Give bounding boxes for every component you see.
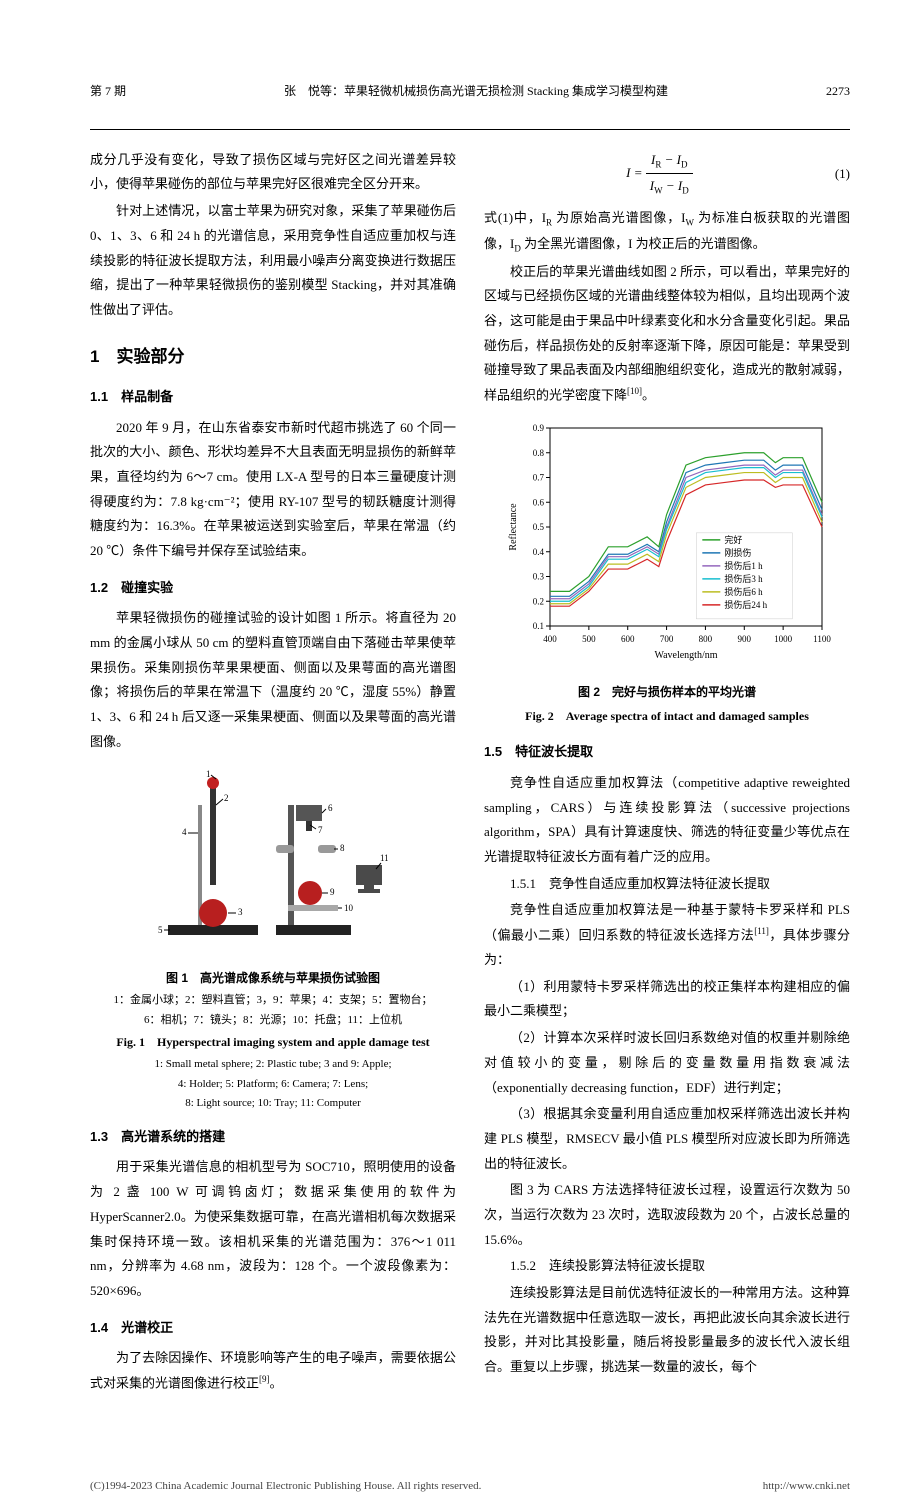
svg-text:0.4: 0.4 bbox=[533, 547, 545, 557]
figure-1: 1 2 3 4 5 6 7 8 9 10 11 图 1 高光谱成像系统与苹果损伤… bbox=[90, 765, 456, 1113]
subsubsection-heading: 1.5.2 连续投影算法特征波长提取 bbox=[484, 1254, 850, 1279]
svg-text:1000: 1000 bbox=[774, 634, 793, 644]
svg-text:9: 9 bbox=[330, 887, 335, 897]
page-footer: (C)1994-2023 China Academic Journal Elec… bbox=[0, 1476, 920, 1497]
para: 成分几乎没有变化，导致了损伤区域与完好区之间光谱差异较小，使得苹果碰伤的部位与苹… bbox=[90, 148, 456, 197]
footer-url: http://www.cnki.net bbox=[763, 1476, 850, 1497]
svg-text:损伤后6 h: 损伤后6 h bbox=[724, 586, 763, 597]
svg-text:7: 7 bbox=[318, 825, 323, 835]
section-heading: 1 实验部分 bbox=[90, 341, 456, 373]
subsection-heading: 1.4 光谱校正 bbox=[90, 1316, 456, 1341]
para: 图 3 为 CARS 方法选择特征波长过程，设置运行次数为 50 次，当运行次数… bbox=[484, 1178, 850, 1252]
svg-text:10: 10 bbox=[344, 903, 354, 913]
svg-text:0.7: 0.7 bbox=[533, 473, 545, 483]
para: 用于采集光谱信息的相机型号为 SOC710，照明使用的设备为 2 盏 100 W… bbox=[90, 1155, 456, 1303]
citation: [10] bbox=[627, 386, 642, 396]
svg-text:0.1: 0.1 bbox=[533, 621, 544, 631]
svg-text:刚损伤: 刚损伤 bbox=[724, 547, 751, 558]
svg-text:0.8: 0.8 bbox=[533, 448, 545, 458]
citation: [9] bbox=[259, 1374, 270, 1384]
svg-text:Wavelength/nm: Wavelength/nm bbox=[654, 650, 717, 661]
figure-2-chart: 0.1 0.2 0.3 0.4 0.5 0.6 0.7 0.8 0.9 400 500 600 700 8… bbox=[502, 418, 832, 668]
para: 为了去除因操作、环境影响等产生的电子噪声，需要依据公式对采集的光谱图像进行校正[… bbox=[90, 1346, 456, 1396]
svg-text:0.9: 0.9 bbox=[533, 423, 545, 433]
svg-text:2: 2 bbox=[224, 793, 229, 803]
svg-text:0.3: 0.3 bbox=[533, 572, 545, 582]
list-item: （3）根据其余变量利用自适应重加权采样筛选出波长并构建 PLS 模型，RMSEC… bbox=[484, 1102, 850, 1176]
list-item: （2）计算本次采样时波长回归系数绝对值的权重并剔除绝对值较小的变量，剔除后的变量… bbox=[484, 1026, 850, 1100]
para: 竞争性自适应重加权算法（competitive adaptive reweigh… bbox=[484, 771, 850, 870]
svg-text:1100: 1100 bbox=[813, 634, 831, 644]
svg-text:完好: 完好 bbox=[724, 534, 742, 545]
subsection-heading: 1.1 样品制备 bbox=[90, 385, 456, 410]
para: 竞争性自适应重加权算法是一种基于蒙特卡罗采样和 PLS（偏最小二乘）回归系数的特… bbox=[484, 898, 850, 972]
subsection-heading: 1.3 高光谱系统的搭建 bbox=[90, 1125, 456, 1150]
running-title: 张 悦等：苹果轻微机械损伤高光谱无损检测 Stacking 集成学习模型构建 bbox=[284, 80, 668, 103]
svg-text:1: 1 bbox=[206, 769, 211, 779]
citation: [11] bbox=[754, 926, 769, 936]
page-header: 第 7 期 张 悦等：苹果轻微机械损伤高光谱无损检测 Stacking 集成学习… bbox=[90, 80, 850, 111]
figure-1-labels-en: 4: Holder; 5: Platform; 6: Camera; 7: Le… bbox=[90, 1076, 456, 1094]
svg-text:4: 4 bbox=[182, 827, 187, 837]
svg-text:6: 6 bbox=[328, 803, 333, 813]
para: 校正后的苹果光谱曲线如图 2 所示，可以看出，苹果完好的区域与已经损伤区域的光谱… bbox=[484, 260, 850, 408]
svg-text:5: 5 bbox=[158, 925, 163, 935]
equation-1: I = IR − ID IW − ID (1) bbox=[484, 148, 850, 200]
footer-copyright: (C)1994-2023 China Academic Journal Elec… bbox=[90, 1476, 481, 1497]
subsection-heading: 1.5 特征波长提取 bbox=[484, 740, 850, 765]
figure-1-labels-en: 1: Small metal sphere; 2: Plastic tube; … bbox=[90, 1056, 456, 1074]
svg-text:损伤后24 h: 损伤后24 h bbox=[724, 599, 767, 610]
figure-1-caption-en: Fig. 1 Hyperspectral imaging system and … bbox=[90, 1031, 456, 1054]
svg-text:损伤后3 h: 损伤后3 h bbox=[724, 573, 763, 584]
svg-text:600: 600 bbox=[621, 634, 635, 644]
para: 连续投影算法是目前优选特征波长的一种常用方法。这种算法先在光谱数据中任意选取一波… bbox=[484, 1281, 850, 1380]
figure-1-svg: 1 2 3 4 5 6 7 8 9 10 11 bbox=[158, 765, 388, 955]
body-columns: 成分几乎没有变化，导致了损伤区域与完好区之间光谱差异较小，使得苹果碰伤的部位与苹… bbox=[90, 148, 850, 1396]
page-number: 2273 bbox=[826, 80, 850, 103]
subsubsection-heading: 1.5.1 竞争性自适应重加权算法特征波长提取 bbox=[484, 872, 850, 897]
figure-2-caption-cn: 图 2 完好与损伤样本的平均光谱 bbox=[484, 681, 850, 704]
svg-text:0.5: 0.5 bbox=[533, 522, 545, 532]
svg-text:900: 900 bbox=[738, 634, 752, 644]
svg-text:700: 700 bbox=[660, 634, 674, 644]
issue-number: 第 7 期 bbox=[90, 80, 126, 103]
figure-1-caption-cn: 图 1 高光谱成像系统与苹果损伤试验图 bbox=[90, 967, 456, 990]
subsection-heading: 1.2 碰撞实验 bbox=[90, 576, 456, 601]
svg-text:0.2: 0.2 bbox=[533, 596, 544, 606]
list-item: （1）利用蒙特卡罗采样筛选出的校正集样本构建相应的偏最小二乘模型； bbox=[484, 975, 850, 1024]
figure-1-labels-cn: 1：金属小球；2：塑料直管；3，9：苹果；4：支架；5：置物台； bbox=[90, 992, 456, 1010]
svg-text:500: 500 bbox=[582, 634, 596, 644]
svg-text:11: 11 bbox=[380, 853, 388, 863]
para: 针对上述情况，以富士苹果为研究对象，采集了苹果碰伤后 0、1、3、6 和 24 … bbox=[90, 199, 456, 322]
figure-1-labels-en: 8: Light source; 10: Tray; 11: Computer bbox=[90, 1095, 456, 1113]
figure-2: 0.1 0.2 0.3 0.4 0.5 0.6 0.7 0.8 0.9 400 500 600 700 8… bbox=[484, 418, 850, 728]
figure-2-caption-en: Fig. 2 Average spectra of intact and dam… bbox=[484, 705, 850, 728]
equation-number: (1) bbox=[835, 162, 850, 187]
svg-text:3: 3 bbox=[238, 907, 243, 917]
svg-text:0.6: 0.6 bbox=[533, 497, 545, 507]
svg-text:Reflectance: Reflectance bbox=[508, 503, 519, 551]
svg-text:8: 8 bbox=[340, 843, 345, 853]
figure-1-labels-cn: 6：相机；7：镜头；8：光源；10：托盘；11：上位机 bbox=[90, 1012, 456, 1030]
header-rule bbox=[90, 129, 850, 130]
svg-text:800: 800 bbox=[699, 634, 713, 644]
para: 式(1)中，IR 为原始高光谱图像，IW 为标准白板获取的光谱图像，ID 为全黑… bbox=[484, 206, 850, 257]
para: 苹果轻微损伤的碰撞试验的设计如图 1 所示。将直径为 20 mm 的金属小球从 … bbox=[90, 606, 456, 754]
svg-text:损伤后1 h: 损伤后1 h bbox=[724, 560, 763, 571]
svg-text:400: 400 bbox=[543, 634, 557, 644]
para: 2020 年 9 月，在山东省泰安市新时代超市挑选了 60 个同一批次的大小、颜… bbox=[90, 416, 456, 564]
